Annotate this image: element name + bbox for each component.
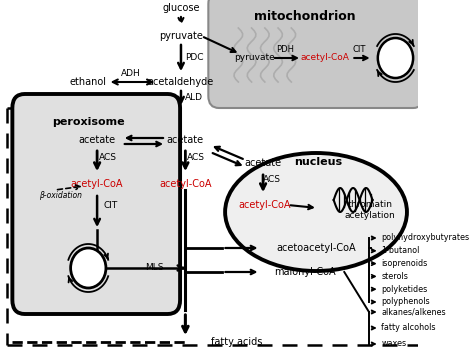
Text: acetyl-CoA: acetyl-CoA: [159, 179, 211, 189]
Text: acetyl-CoA: acetyl-CoA: [238, 200, 291, 210]
Text: ALD: ALD: [185, 94, 203, 103]
Text: acetoacetyl-CoA: acetoacetyl-CoA: [276, 243, 356, 253]
Text: acetyl-CoA: acetyl-CoA: [301, 53, 349, 63]
Text: β-oxidation: β-oxidation: [38, 190, 82, 199]
Text: ACS: ACS: [187, 153, 205, 162]
Text: TCA: TCA: [385, 53, 405, 63]
Text: chromatin
acetylation: chromatin acetylation: [344, 200, 395, 220]
Text: ethanol: ethanol: [70, 77, 107, 87]
Text: acetate: acetate: [79, 135, 116, 145]
Text: acetate: acetate: [167, 135, 204, 145]
Text: MLS: MLS: [145, 263, 164, 272]
Ellipse shape: [225, 153, 407, 271]
Text: waxes: waxes: [382, 340, 407, 349]
FancyBboxPatch shape: [12, 94, 180, 314]
Text: CIT: CIT: [353, 46, 366, 54]
Text: pyruvate: pyruvate: [159, 31, 203, 41]
Text: acetyl-CoA: acetyl-CoA: [71, 179, 123, 189]
Text: polyphenols: polyphenols: [382, 298, 430, 307]
Text: fatty alcohols: fatty alcohols: [382, 324, 436, 333]
Text: GYC: GYC: [78, 263, 98, 272]
Text: polyketides: polyketides: [382, 285, 428, 294]
Text: acetate: acetate: [245, 158, 282, 168]
Text: PDC: PDC: [185, 53, 203, 63]
Text: nucleus: nucleus: [294, 157, 342, 167]
Text: mitochondrion: mitochondrion: [254, 10, 356, 22]
Text: peroxisome: peroxisome: [52, 117, 125, 127]
Text: malonyl-CoA: malonyl-CoA: [274, 267, 336, 277]
Text: fatty acids: fatty acids: [211, 337, 262, 347]
Text: glucose: glucose: [162, 3, 200, 13]
Text: CIT: CIT: [103, 200, 118, 209]
Text: PDH: PDH: [276, 46, 294, 54]
Text: ACS: ACS: [263, 176, 281, 184]
Text: acetaldehyde: acetaldehyde: [148, 77, 214, 87]
Text: isoprenoids: isoprenoids: [382, 259, 428, 268]
Text: polyhydroxybutyrates: polyhydroxybutyrates: [382, 234, 469, 242]
Text: 1-butanol: 1-butanol: [382, 246, 419, 255]
Text: alkanes/alkenes: alkanes/alkenes: [382, 308, 446, 316]
Text: ACS: ACS: [99, 153, 117, 162]
Text: sterols: sterols: [382, 272, 408, 281]
Text: ADH: ADH: [121, 69, 140, 79]
Circle shape: [378, 38, 413, 78]
FancyBboxPatch shape: [209, 0, 424, 108]
Circle shape: [71, 248, 106, 288]
Text: pyruvate: pyruvate: [234, 53, 274, 63]
